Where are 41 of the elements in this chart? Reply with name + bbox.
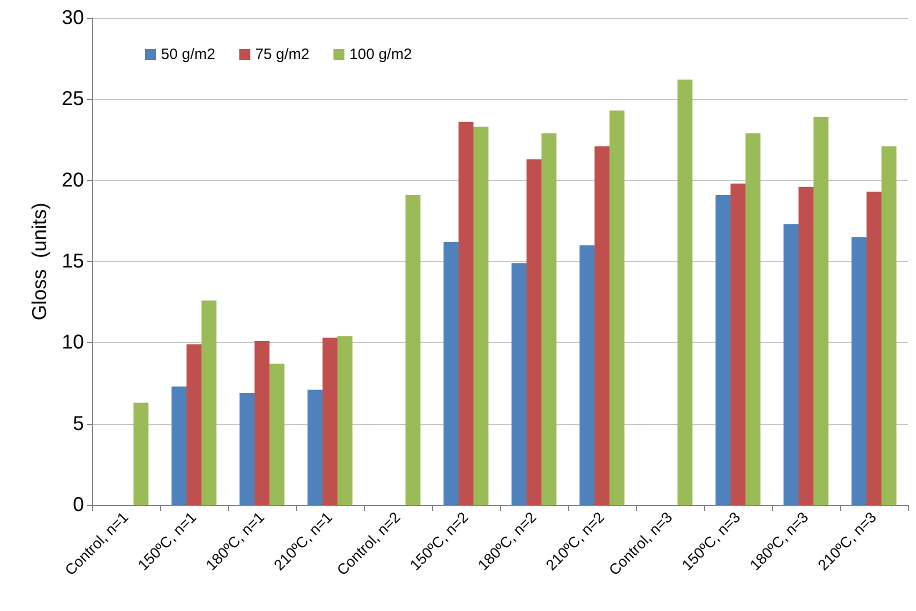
bar — [852, 237, 867, 505]
bar — [541, 133, 556, 505]
bar — [730, 184, 746, 505]
legend-label: 50 g/m2 — [161, 46, 216, 63]
bar — [337, 336, 352, 505]
bar — [580, 245, 595, 505]
bar — [473, 126, 488, 505]
bar — [677, 80, 692, 505]
y-tick-label: 20 — [62, 169, 84, 192]
bar — [405, 194, 420, 505]
bar — [813, 117, 828, 505]
bar — [254, 341, 270, 505]
bar — [240, 392, 255, 505]
bar — [745, 133, 760, 505]
y-axis-title: Gloss (units) — [29, 202, 51, 320]
bar — [526, 159, 542, 505]
y-tick-label: 30 — [62, 7, 84, 29]
bar — [186, 344, 202, 505]
y-tick-label: 15 — [62, 250, 84, 272]
bar — [594, 146, 610, 505]
bar — [172, 386, 187, 505]
bar — [798, 186, 814, 505]
bar — [269, 364, 284, 505]
bar — [512, 263, 527, 505]
bar — [444, 242, 459, 505]
bar — [784, 224, 799, 505]
bar — [133, 402, 148, 505]
legend-label: 100 g/m2 — [349, 46, 412, 63]
bar — [458, 122, 474, 505]
y-tick-label: 5 — [72, 412, 84, 435]
bar — [609, 110, 624, 505]
bar — [308, 390, 323, 505]
bar — [866, 192, 882, 505]
bar — [322, 338, 338, 505]
bar — [881, 146, 896, 505]
bar — [201, 300, 216, 505]
legend-label: 75 g/m2 — [255, 46, 310, 63]
y-tick-label: 10 — [62, 332, 84, 354]
y-tick-label: 25 — [62, 88, 84, 110]
bar — [716, 194, 731, 505]
y-tick-label: 0 — [72, 494, 84, 516]
